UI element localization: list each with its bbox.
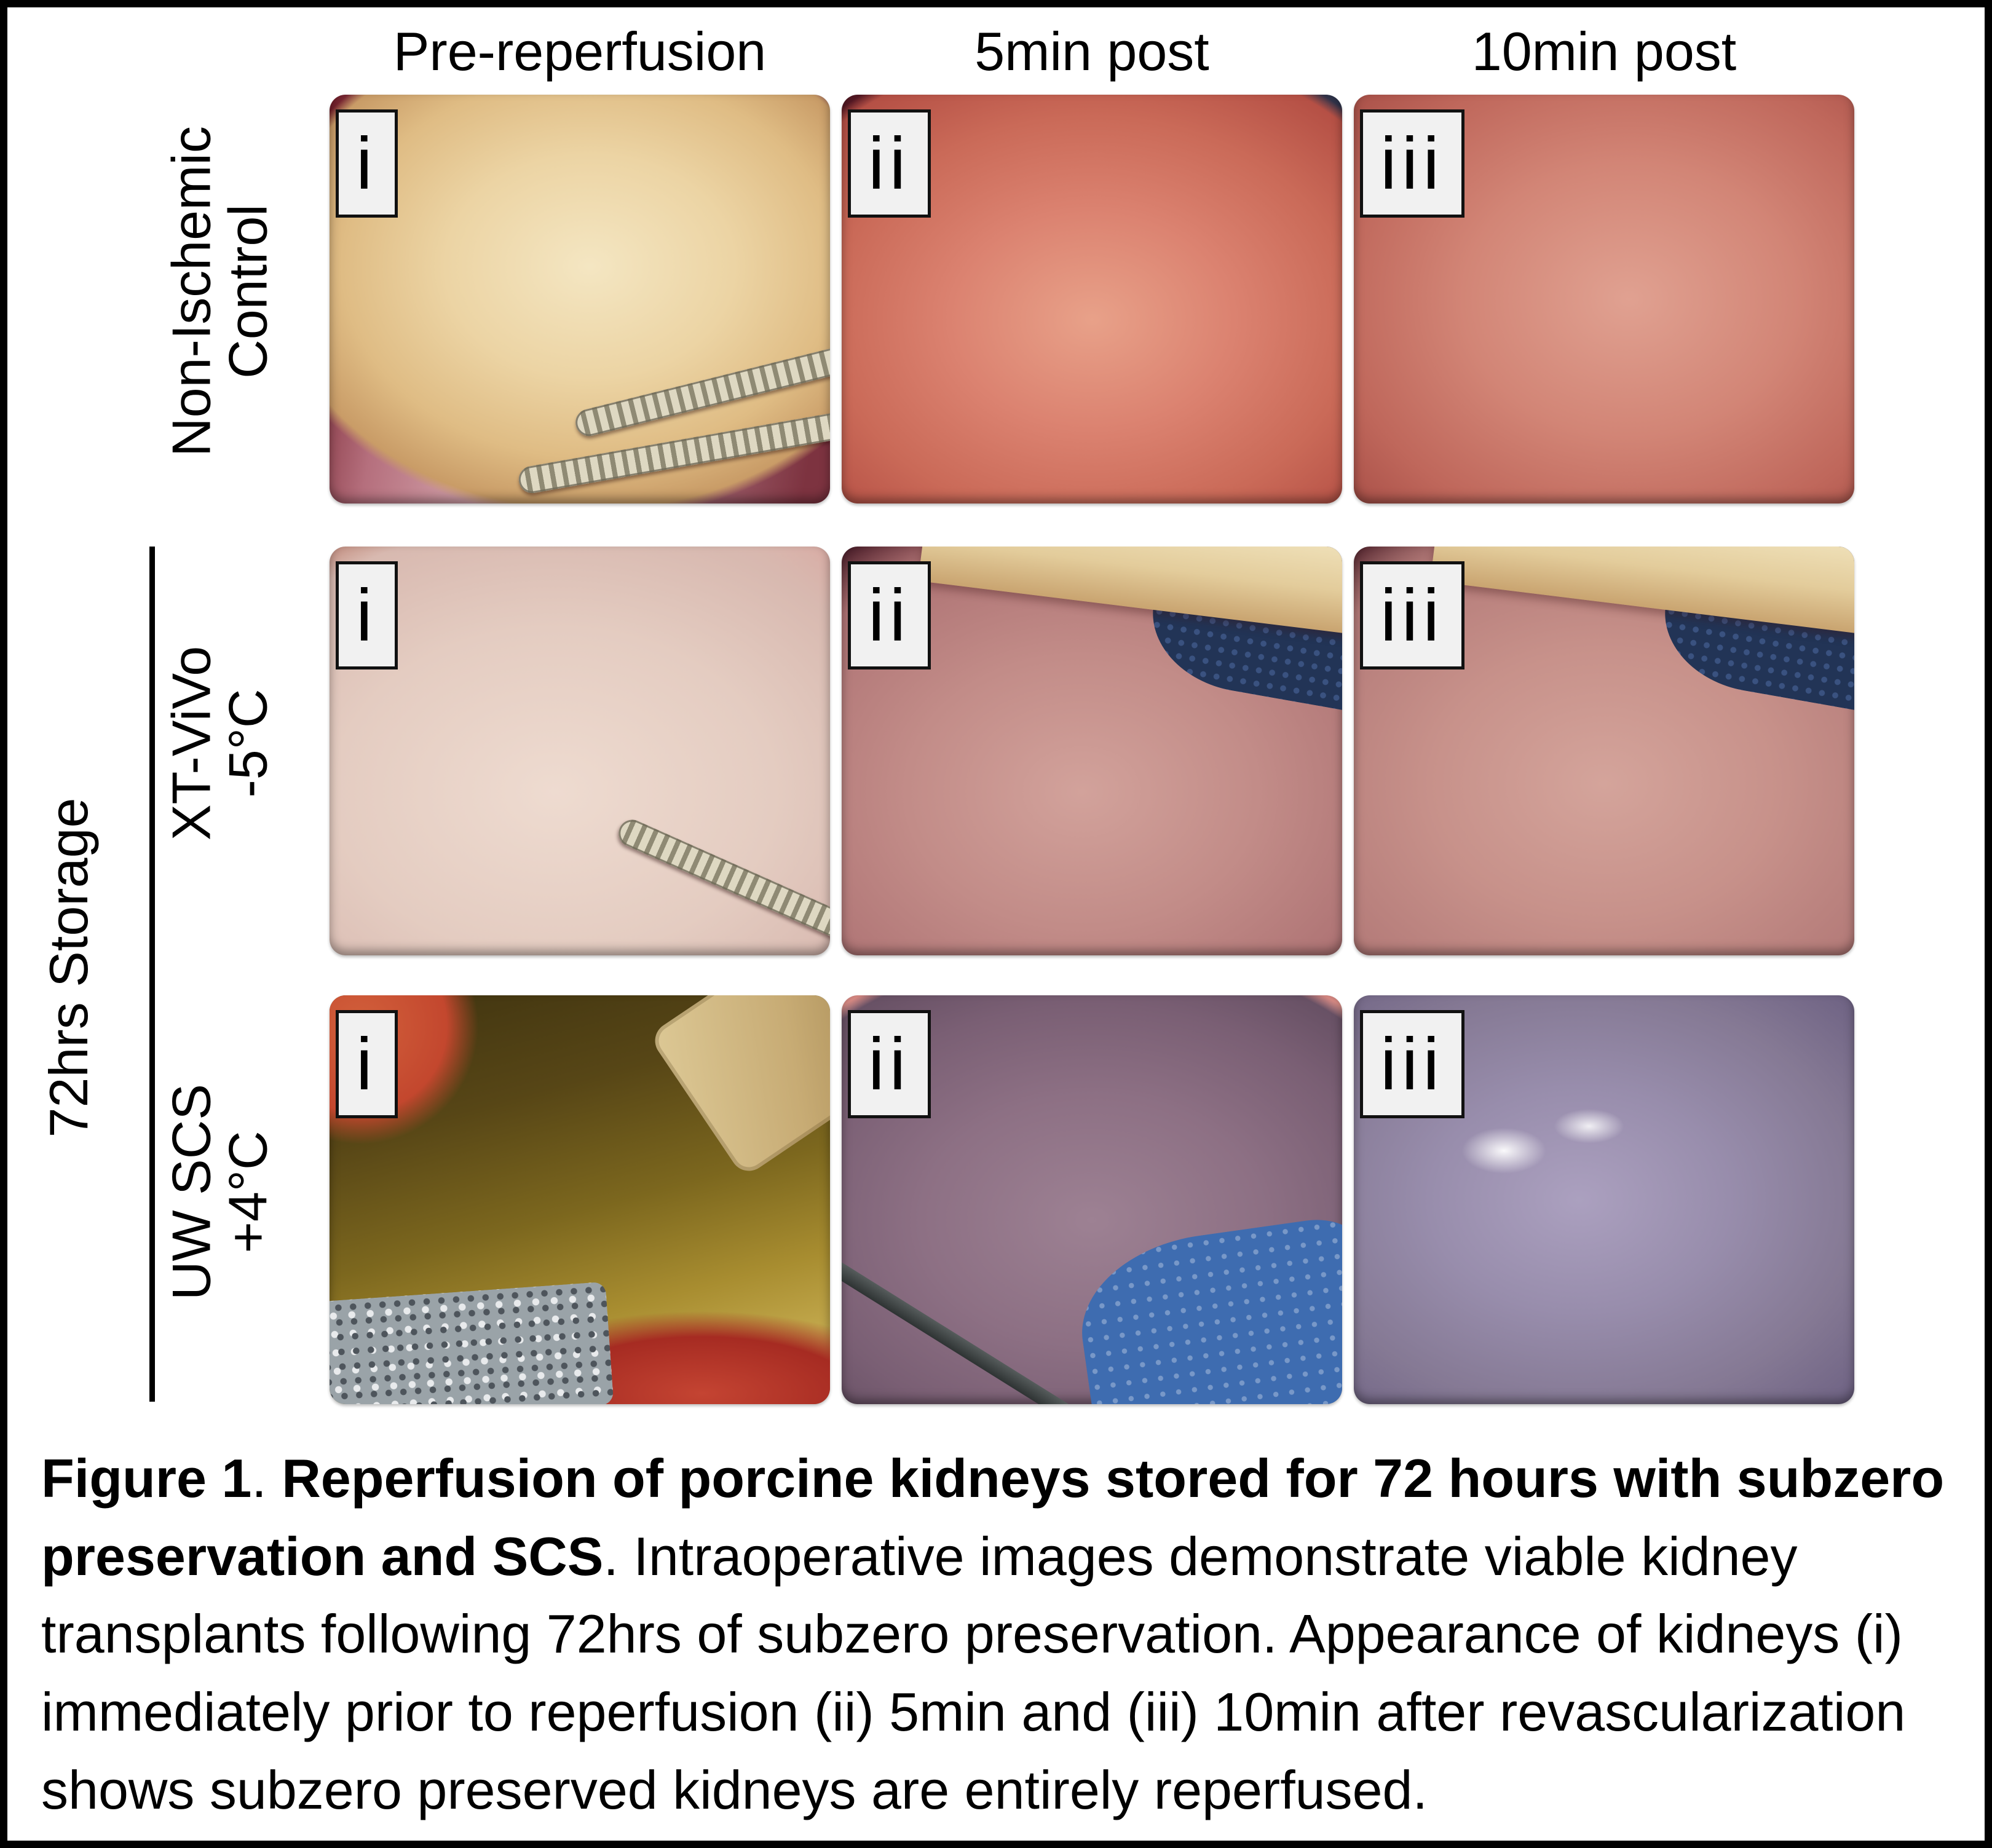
surgical-instrument (647, 995, 830, 1179)
panel-label-ii: ii (848, 109, 931, 218)
row-label-line: Non-Ischemic (160, 126, 222, 457)
caption-figure-number: Figure 1 (41, 1448, 252, 1509)
row-label-line: -5°C (218, 689, 279, 798)
caption-separator: . (251, 1448, 282, 1509)
panel-label-ii: ii (848, 561, 931, 669)
surgical-instrument (842, 1241, 1073, 1404)
row-label-line: UW SCS (160, 1084, 222, 1300)
row-label-uw-scs: UW SCS +4°C (160, 1084, 279, 1300)
row-label-line: Control (218, 204, 279, 379)
panel-label-iii: iii (1360, 109, 1464, 218)
column-header-pre-reperfusion: Pre-reperfusion (393, 21, 767, 82)
surgical-clamp (614, 815, 830, 946)
photo-control-10min-post: iii (1354, 95, 1854, 503)
panel-label-i: i (336, 561, 398, 669)
photo-xtvivo-10min-post: iii (1354, 547, 1854, 955)
storage-group-bracket-line (149, 547, 155, 1402)
column-header-5min-post: 5min post (974, 21, 1209, 82)
row-label-non-ischemic-control: Non-Ischemic Control (160, 126, 279, 457)
row-label-xt-vivo: XT-ViVo -5°C (160, 646, 279, 841)
column-header-10min-post: 10min post (1471, 21, 1737, 82)
caption-title: Reperfusion of porcine kidneys stored fo… (41, 1448, 1945, 1587)
blue-towel (1070, 1213, 1342, 1404)
photo-uwscs-5min-post: ii (842, 995, 1342, 1404)
group-label-72hrs-storage: 72hrs Storage (38, 797, 99, 1138)
gauze-fabric (330, 1281, 614, 1404)
figure-caption: Figure 1. Reperfusion of porcine kidneys… (41, 1440, 1953, 1830)
row-label-line: XT-ViVo (160, 646, 222, 841)
photo-control-5min-post: ii (842, 95, 1342, 503)
photo-xtvivo-5min-post: ii (842, 547, 1342, 955)
panel-label-iii: iii (1360, 1010, 1464, 1118)
surgical-clamp (516, 411, 830, 496)
row-label-line: +4°C (218, 1131, 279, 1254)
photo-control-pre-reperfusion: i (330, 95, 830, 503)
photo-uwscs-pre-reperfusion: i (330, 995, 830, 1404)
panel-label-i: i (336, 109, 398, 218)
photo-uwscs-10min-post: iii (1354, 995, 1854, 1404)
panel-label-ii: ii (848, 1010, 931, 1118)
panel-label-iii: iii (1360, 561, 1464, 669)
caption-body: . Intraoperative images demonstrate viab… (41, 1525, 1906, 1820)
photo-xtvivo-pre-reperfusion: i (330, 547, 830, 955)
panel-label-i: i (336, 1010, 398, 1118)
